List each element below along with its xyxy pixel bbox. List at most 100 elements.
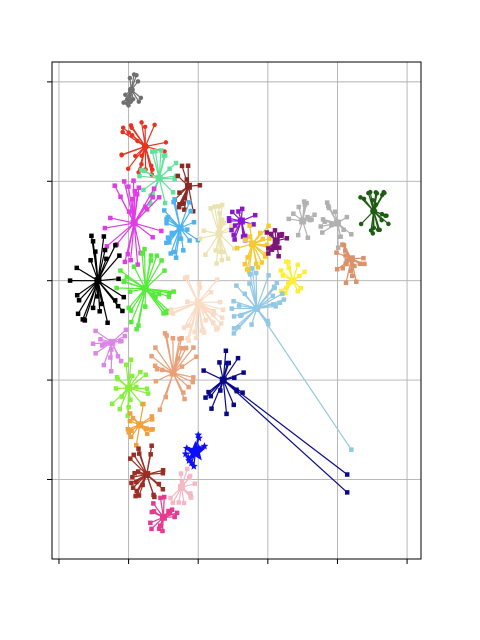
cluster-point bbox=[82, 318, 88, 323]
cluster-point bbox=[136, 446, 141, 451]
cluster-point bbox=[295, 262, 301, 268]
cluster-point bbox=[145, 391, 151, 396]
cluster-point bbox=[218, 388, 223, 393]
cluster-point bbox=[151, 186, 157, 191]
cluster-point bbox=[234, 387, 239, 392]
cluster-point bbox=[344, 261, 349, 267]
cluster-point bbox=[223, 348, 229, 353]
cluster-point bbox=[260, 236, 265, 242]
cluster-point bbox=[138, 369, 143, 375]
cluster-spoke bbox=[197, 302, 222, 324]
cluster-point bbox=[274, 280, 280, 286]
cluster-spoke bbox=[184, 277, 199, 303]
plot-frame bbox=[51, 61, 422, 560]
cluster-point bbox=[296, 204, 302, 210]
cluster-point bbox=[126, 209, 132, 214]
cluster-center bbox=[169, 369, 177, 377]
cluster-point bbox=[235, 355, 241, 361]
cluster-point bbox=[236, 209, 241, 214]
cluster-spoke bbox=[146, 474, 155, 498]
cluster-point bbox=[134, 488, 139, 494]
cluster-point bbox=[298, 286, 304, 291]
outlier-point bbox=[344, 490, 350, 495]
cluster-spoke bbox=[131, 127, 146, 147]
cluster-spoke bbox=[145, 288, 170, 294]
cluster-center bbox=[215, 230, 223, 238]
cluster-spoke bbox=[97, 249, 106, 281]
cluster-point bbox=[131, 264, 137, 269]
cluster-point bbox=[149, 443, 154, 448]
cluster-center bbox=[125, 384, 133, 392]
cluster-point bbox=[176, 500, 181, 505]
cluster-point bbox=[127, 418, 133, 424]
cluster-point bbox=[210, 320, 216, 325]
cluster-point bbox=[208, 393, 214, 399]
cluster-point bbox=[121, 278, 127, 284]
cluster-point bbox=[276, 253, 281, 259]
cluster-point bbox=[188, 495, 194, 500]
cluster-point bbox=[305, 214, 310, 220]
cluster-point bbox=[182, 444, 191, 452]
cluster-point bbox=[301, 199, 307, 204]
cluster-point bbox=[265, 321, 271, 327]
cluster-point bbox=[255, 265, 261, 270]
cluster-point bbox=[190, 209, 196, 214]
cluster-point bbox=[142, 246, 147, 252]
cluster-point bbox=[178, 236, 184, 241]
cluster-point bbox=[149, 414, 155, 419]
cluster-spoke bbox=[256, 275, 270, 309]
cluster-center bbox=[130, 219, 138, 227]
cluster-point bbox=[201, 368, 206, 373]
cluster-spoke bbox=[214, 206, 220, 235]
cluster-point bbox=[171, 289, 176, 294]
cluster-point bbox=[163, 140, 169, 145]
cluster-spoke bbox=[133, 222, 139, 265]
cluster-point bbox=[90, 341, 96, 346]
cluster-point bbox=[135, 79, 141, 84]
cluster-point bbox=[177, 190, 182, 195]
cluster-spoke bbox=[179, 227, 184, 251]
cluster-point bbox=[153, 294, 158, 299]
cluster-point bbox=[142, 124, 148, 130]
cluster-spoke bbox=[84, 280, 99, 321]
cluster-point bbox=[197, 183, 203, 188]
cluster-spoke bbox=[195, 302, 199, 339]
cluster-point bbox=[151, 501, 156, 506]
cluster-point bbox=[201, 330, 207, 335]
cluster-point bbox=[108, 215, 113, 221]
axis-ticks bbox=[47, 81, 408, 564]
cluster-point bbox=[141, 401, 146, 407]
cluster-lightblue bbox=[229, 266, 287, 336]
cluster-spoke bbox=[170, 227, 181, 254]
cluster-point bbox=[219, 321, 224, 326]
cluster-point bbox=[219, 202, 225, 208]
cluster-point bbox=[214, 327, 219, 332]
cluster-point bbox=[112, 298, 118, 303]
cluster-center bbox=[136, 421, 144, 429]
cluster-point bbox=[121, 179, 127, 184]
cluster-spoke bbox=[106, 222, 135, 247]
cluster-point bbox=[240, 234, 246, 239]
cluster-point bbox=[377, 227, 382, 233]
cluster-point bbox=[254, 261, 259, 267]
cluster-center bbox=[347, 255, 355, 263]
cluster-point bbox=[172, 176, 177, 182]
cluster-spoke bbox=[372, 211, 375, 234]
cluster-point bbox=[185, 466, 190, 472]
cluster-point bbox=[206, 389, 211, 395]
cluster-spoke bbox=[350, 258, 357, 282]
cluster-spoke bbox=[110, 217, 135, 224]
cluster-point bbox=[343, 280, 349, 286]
cluster-point bbox=[120, 129, 125, 135]
cluster-point bbox=[231, 314, 237, 319]
cluster-point bbox=[186, 384, 191, 390]
cluster-point bbox=[270, 293, 276, 299]
cluster-point bbox=[105, 320, 110, 326]
cluster-point bbox=[211, 308, 217, 314]
cluster-point bbox=[123, 327, 129, 333]
cluster-point bbox=[161, 311, 166, 316]
cluster-point bbox=[341, 242, 347, 248]
cluster-point bbox=[148, 201, 153, 206]
cluster-point bbox=[185, 163, 191, 169]
cluster-point bbox=[120, 125, 126, 130]
